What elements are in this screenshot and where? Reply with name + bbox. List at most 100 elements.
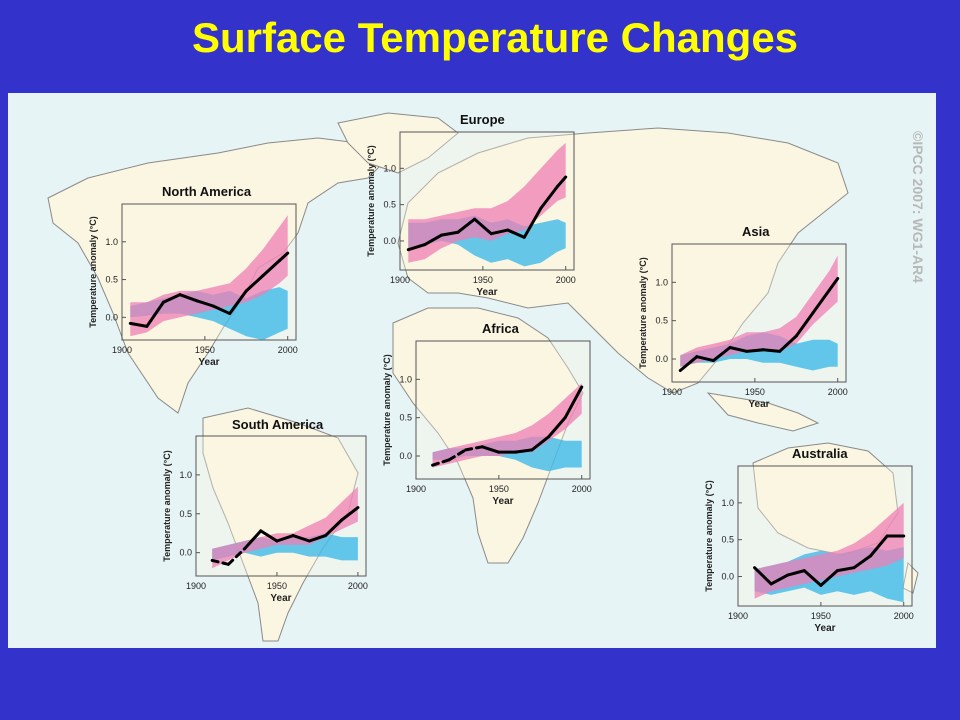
panel-europe: Europe 0.0 0.5 1.0 1900 1950 2000 Year Temperat…	[360, 110, 580, 310]
y-tick-label: 0.5	[655, 316, 668, 326]
southeast-asia-islands	[706, 392, 820, 432]
observed-line-segment	[456, 217, 477, 234]
x-axis-label: Year	[814, 623, 835, 634]
y-tick-label: 0.0	[721, 572, 734, 582]
panel-title-europe: Europe	[460, 112, 505, 127]
x-tick-label: 1950	[195, 345, 215, 355]
observed-line-segment	[753, 566, 773, 586]
greenland-landmass	[337, 112, 459, 174]
chart-north-america: 0.0 0.5 1.0 1900 1950 2000 Year Temperature ano…	[88, 203, 298, 368]
observed-line-segment	[563, 385, 584, 420]
y-tick-label: 1.0	[383, 163, 396, 173]
observed-line-segment	[243, 529, 263, 551]
x-tick-label: 1900	[728, 611, 748, 621]
y-tick-label: 0.5	[383, 200, 396, 210]
natural-forcings-band	[212, 533, 358, 561]
natural-and-anthropogenic-band	[680, 255, 838, 367]
observed-line-segment	[178, 293, 199, 303]
observed-line-segment	[128, 321, 149, 328]
x-tick-label: 1950	[473, 275, 493, 285]
x-tick-label: 1900	[112, 345, 132, 355]
panel-australia: Australia 0.0 0.5 1.0 1900 1950 2000 Year Tempe…	[698, 444, 918, 646]
x-axis-label: Year	[476, 287, 497, 298]
x-tick-label: 1950	[745, 387, 765, 397]
y-axis-label: Temperature anomaly (°C)	[638, 257, 648, 368]
x-tick-label: 1900	[186, 581, 206, 591]
panel-title-north-america: North America	[162, 184, 252, 199]
observed-line-segment	[761, 348, 782, 353]
x-tick-label: 1900	[390, 275, 410, 285]
observed-line-segment	[275, 534, 295, 543]
observed-line-segment	[261, 259, 281, 278]
observed-line-segment	[259, 529, 279, 543]
observed-line-segment	[480, 445, 501, 454]
observed-line-segment	[406, 243, 427, 252]
observed-line-segment	[226, 547, 247, 566]
x-axis-label: Year	[748, 399, 769, 410]
world-map	[47, 112, 919, 642]
eurasia-landmass	[397, 127, 849, 394]
observed-line-segment	[423, 233, 443, 247]
observed-line-segment	[778, 334, 798, 353]
observed-line-segment	[745, 348, 765, 353]
observed-line-segment	[211, 304, 232, 316]
observed-line-segment	[728, 346, 749, 353]
x-axis-label: Year	[198, 357, 219, 368]
copyright-text: ©IPCC 2007: WG1-AR4	[910, 131, 926, 283]
observed-line-segment	[769, 573, 790, 586]
y-tick-label: 0.5	[721, 535, 734, 545]
x-tick-label: 1900	[406, 484, 426, 494]
observed-line-segment	[244, 274, 265, 293]
world-map-panel: ©IPCC 2007: WG1-AR4	[8, 93, 936, 648]
observed-line-segment	[291, 534, 311, 543]
y-tick-label: 0.0	[383, 236, 396, 246]
panel-title-australia: Australia	[792, 446, 848, 461]
new-zealand-landmass	[902, 561, 919, 594]
y-tick-label: 1.0	[179, 470, 192, 480]
observed-line-segment	[145, 300, 165, 328]
observed-line-segment	[340, 506, 360, 522]
observed-line-segment	[794, 311, 815, 338]
x-tick-label: 2000	[556, 275, 576, 285]
observed-line-segment	[464, 445, 484, 452]
x-axis-label: Year	[492, 496, 513, 507]
y-axis-label: Temperature anomaly (°C)	[88, 216, 98, 327]
observed-line-segment	[473, 217, 493, 236]
x-tick-label: 1900	[662, 387, 682, 397]
y-tick-label: 0.0	[655, 354, 668, 364]
observed-line-segment	[819, 569, 839, 587]
observed-line-segment	[530, 435, 551, 452]
observed-line-segment	[307, 534, 328, 543]
natural-and-anthropogenic-band	[130, 215, 288, 337]
observed-line-segment	[439, 230, 460, 237]
x-tick-label: 1950	[267, 581, 287, 591]
observed-line-segment	[547, 416, 567, 439]
observed-line-segment	[522, 206, 543, 239]
x-tick-label: 2000	[348, 581, 368, 591]
observed-line-segment	[869, 534, 889, 558]
natural-and-anthropogenic-band	[212, 486, 358, 569]
observed-line-segment	[506, 228, 526, 239]
panel-asia: Asia 0.0 0.5 1.0 1900 1950 2000 Year Temperatur…	[632, 222, 852, 422]
x-tick-label: 2000	[894, 611, 914, 621]
observed-line-segment	[835, 566, 856, 573]
observed-line-segment	[695, 355, 715, 363]
y-tick-label: 0.0	[179, 548, 192, 558]
y-tick-label: 0.5	[399, 413, 412, 423]
x-tick-label: 2000	[828, 387, 848, 397]
y-axis-label: Temperature anomaly (°C)	[704, 480, 714, 591]
observed-line-segment	[161, 293, 182, 304]
y-tick-label: 0.0	[105, 312, 118, 322]
panel-africa: Africa 0.0 0.5 1.0 1900 1950 2000 Year Temperat…	[376, 319, 596, 519]
observed-line-segment	[228, 289, 248, 316]
x-tick-label: 1950	[489, 484, 509, 494]
observed-line-segment	[277, 251, 290, 263]
y-tick-label: 0.5	[179, 509, 192, 519]
africa-landmass	[392, 307, 584, 564]
y-tick-label: 0.0	[399, 451, 412, 461]
y-tick-label: 1.0	[721, 498, 734, 508]
observed-line-segment	[786, 569, 806, 577]
observed-line-segment	[678, 355, 699, 372]
slide-title: Surface Temperature Changes	[191, 14, 799, 61]
natural-and-anthropogenic-band	[432, 383, 582, 468]
